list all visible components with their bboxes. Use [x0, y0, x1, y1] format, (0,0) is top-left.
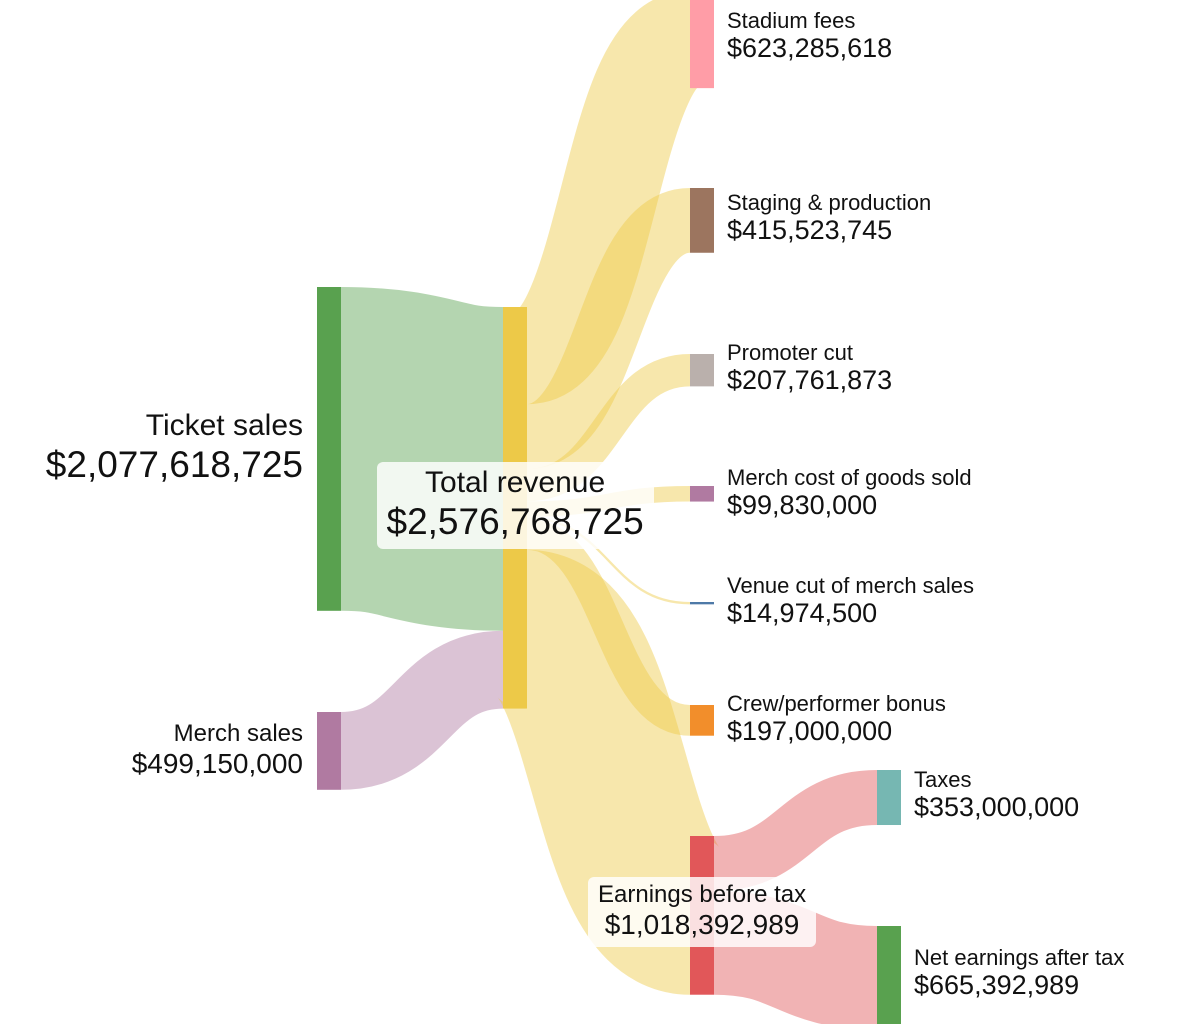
node-value: $207,761,873 [727, 365, 893, 396]
node-bar-net [877, 926, 901, 1024]
link-ebt-to-taxes [712, 770, 879, 892]
label-ebt: Earnings before tax $1,018,392,989 [588, 877, 817, 947]
label-total: Total revenue $2,576,768,725 [376, 462, 654, 550]
label-bonus: Crew/performer bonus $197,000,000 [727, 691, 946, 747]
node-name: Taxes [914, 767, 972, 792]
node-name: Promoter cut [727, 340, 853, 365]
node-name: Venue cut of merch sales [727, 573, 975, 598]
node-bar-staging [690, 188, 714, 253]
link-ebt-to-net [712, 891, 879, 1024]
node-value: $353,000,000 [914, 792, 1080, 823]
label-ticket: Ticket sales $2,077,618,725 [46, 409, 303, 486]
node-bar-bonus [690, 705, 714, 736]
node-bar-stadium [690, 0, 714, 89]
node-value: $2,576,768,725 [386, 500, 644, 542]
node-bar-taxes [877, 770, 901, 826]
node-name: Ticket sales [145, 409, 303, 442]
label-stadium: Stadium fees $623,285,618 [727, 8, 892, 64]
node-name: Total revenue [425, 466, 606, 499]
link-merch-to-total [338, 630, 506, 790]
label-staging: Staging & production $415,523,745 [727, 190, 931, 246]
node-name: Earnings before tax [598, 881, 807, 908]
label-venuecut: Venue cut of merch sales $14,974,500 [727, 573, 974, 629]
node-bar-promoter [690, 354, 714, 387]
label-promoter: Promoter cut $207,761,873 [727, 340, 892, 396]
label-net: Net earnings after tax $665,392,989 [914, 945, 1124, 1001]
link-total-to-ebt [493, 549, 724, 995]
node-name: Crew/performer bonus [727, 691, 946, 716]
node-name: Merch cost of goods sold [727, 465, 972, 490]
node-name: Stadium fees [727, 8, 856, 33]
node-name: Merch sales [173, 720, 303, 747]
node-value: $99,830,000 [727, 490, 878, 521]
node-name: Staging & production [727, 190, 932, 215]
node-value: $623,285,618 [727, 33, 893, 64]
label-merch: Merch sales $499,150,000 [132, 720, 303, 780]
node-bar-ticket [317, 287, 341, 611]
node-value: $14,974,500 [727, 598, 878, 629]
node-name: Net earnings after tax [914, 945, 1125, 970]
node-bar-cogs [690, 486, 714, 502]
node-bar-venuecut [690, 602, 714, 605]
node-value: $197,000,000 [727, 716, 893, 747]
node-bar-merch [317, 712, 341, 790]
node-value: $499,150,000 [131, 747, 303, 779]
node-value: $415,523,745 [727, 215, 893, 246]
link-total-to-staging [522, 188, 695, 469]
node-value: $1,018,392,989 [604, 908, 800, 940]
label-cogs: Merch cost of goods sold $99,830,000 [727, 465, 972, 521]
label-taxes: Taxes $353,000,000 [914, 767, 1079, 823]
node-value: $665,392,989 [914, 970, 1080, 1001]
node-value: $2,077,618,725 [45, 443, 303, 485]
link-total-to-stadium [513, 0, 704, 405]
